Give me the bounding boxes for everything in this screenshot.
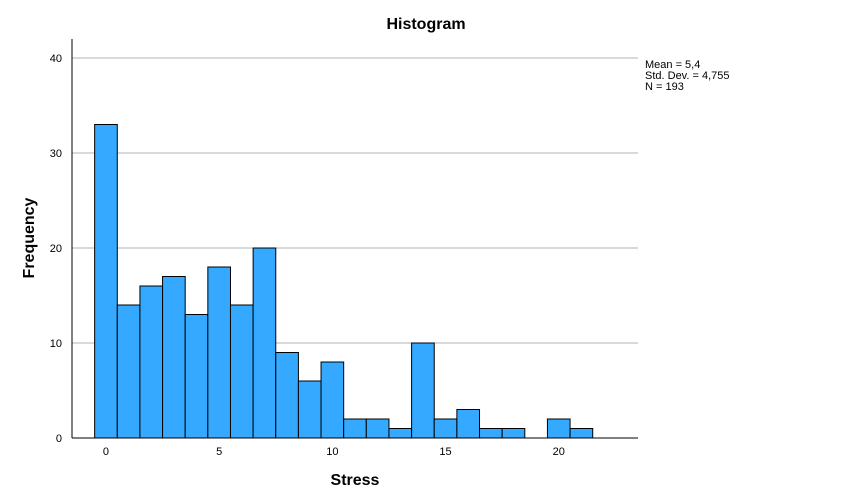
- histogram-bar: [275, 352, 299, 439]
- histogram-bar: [116, 304, 141, 439]
- x-tick-label: 20: [553, 446, 565, 458]
- x-tick-label: 10: [326, 446, 338, 458]
- histogram-bar: [501, 428, 526, 439]
- bars: [94, 124, 594, 439]
- stat-n: N = 193: [645, 81, 684, 93]
- stat-std-dev: Std. Dev. = 4,755: [645, 70, 730, 82]
- histogram-bar: [569, 428, 594, 439]
- histogram-bar: [94, 124, 118, 439]
- y-tick-label: 10: [50, 338, 62, 350]
- x-tick-label: 15: [439, 446, 451, 458]
- x-tick-label: 0: [103, 446, 109, 458]
- histogram-bar: [320, 361, 345, 439]
- grid-lines: [72, 57, 638, 344]
- histogram-bar: [343, 418, 367, 439]
- histogram-bar: [184, 314, 209, 439]
- histogram-bar: [139, 285, 164, 439]
- histogram-bar: [411, 342, 435, 439]
- histogram-bar: [433, 418, 458, 439]
- stats-box: Mean = 5,4 Std. Dev. = 4,755 N = 193: [645, 59, 730, 93]
- x-tick-labels: 0 5 10 15 20: [103, 446, 565, 458]
- histogram-bar: [456, 409, 481, 439]
- histogram-bar: [252, 247, 277, 439]
- histogram-bar: [162, 276, 186, 439]
- histogram-bar: [207, 266, 231, 439]
- y-tick-labels: 0 10 20 30 40: [50, 53, 62, 445]
- stat-mean: Mean = 5,4: [645, 59, 700, 71]
- y-axis-title: Frequency: [21, 197, 38, 278]
- histogram-bar: [229, 304, 254, 439]
- y-tick-label: 20: [50, 243, 62, 255]
- x-axis-title: Stress: [331, 472, 380, 489]
- chart-title: Histogram: [386, 16, 465, 33]
- histogram-bar: [297, 380, 322, 439]
- histogram-bar: [365, 418, 390, 439]
- histogram-bar: [388, 428, 413, 439]
- y-tick-label: 40: [50, 53, 62, 65]
- y-tick-label: 0: [56, 433, 62, 445]
- y-tick-label: 30: [50, 148, 62, 160]
- x-tick-label: 5: [216, 446, 222, 458]
- histogram-bar: [479, 428, 503, 439]
- histogram-bar: [546, 418, 571, 439]
